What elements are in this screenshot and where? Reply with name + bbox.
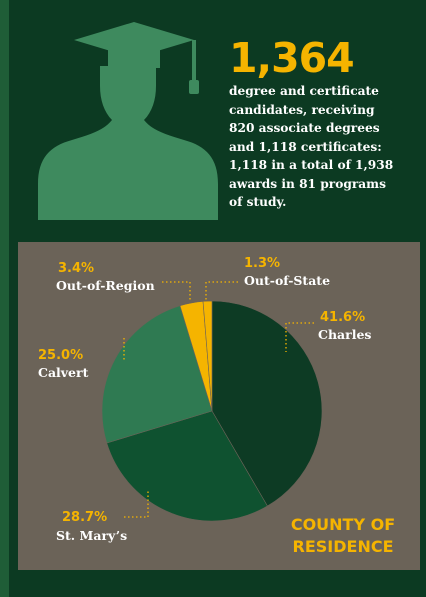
description-line: degree and certificate xyxy=(229,84,379,98)
pie-slice-calvert xyxy=(101,305,213,444)
chart-title-line: COUNTY OF xyxy=(290,515,396,534)
charles-percent: 41.6% xyxy=(320,310,366,325)
chart-title-line: RESIDENCE xyxy=(292,537,394,556)
description-line: awards in 81 programs xyxy=(229,176,386,191)
out-of-region-label: Out-of-Region xyxy=(56,278,155,293)
description-line: 820 associate degrees xyxy=(229,121,380,135)
description-line: and 1,118 certificates: xyxy=(229,139,382,154)
leader-out-of-state xyxy=(205,281,238,300)
pie-slice-st-mary-s xyxy=(106,410,268,522)
pie-slice-charles xyxy=(211,300,323,507)
description-line: candidates, receiving xyxy=(229,102,375,117)
chart-title: COUNTY OF RESIDENCE xyxy=(272,514,414,558)
calvert-label: Calvert xyxy=(38,365,89,380)
pie-slice-out-of-state xyxy=(202,300,213,412)
out-of-state-percent: 1.3% xyxy=(244,256,281,271)
leader-charles xyxy=(285,322,314,352)
calvert-percent: 25.0% xyxy=(38,348,84,363)
leader-st-marys xyxy=(124,490,149,518)
description-line: of study. xyxy=(229,195,287,209)
candidate-count: 1,364 xyxy=(229,34,355,82)
left-accent-bar xyxy=(0,0,9,597)
graduate-silhouette-icon xyxy=(38,22,218,220)
out-of-region-percent: 3.4% xyxy=(58,261,95,276)
out-of-state-label: Out-of-State xyxy=(244,273,331,288)
description-line: 1,118 in a total of 1,938 xyxy=(229,158,394,172)
st-marys-percent: 28.7% xyxy=(62,510,108,525)
st-marys-label: St. Mary’s xyxy=(56,528,128,543)
headline-description: degree and certificate candidates, recei… xyxy=(229,82,419,212)
charles-label: Charles xyxy=(318,327,372,342)
leader-out-of-region xyxy=(162,281,191,300)
